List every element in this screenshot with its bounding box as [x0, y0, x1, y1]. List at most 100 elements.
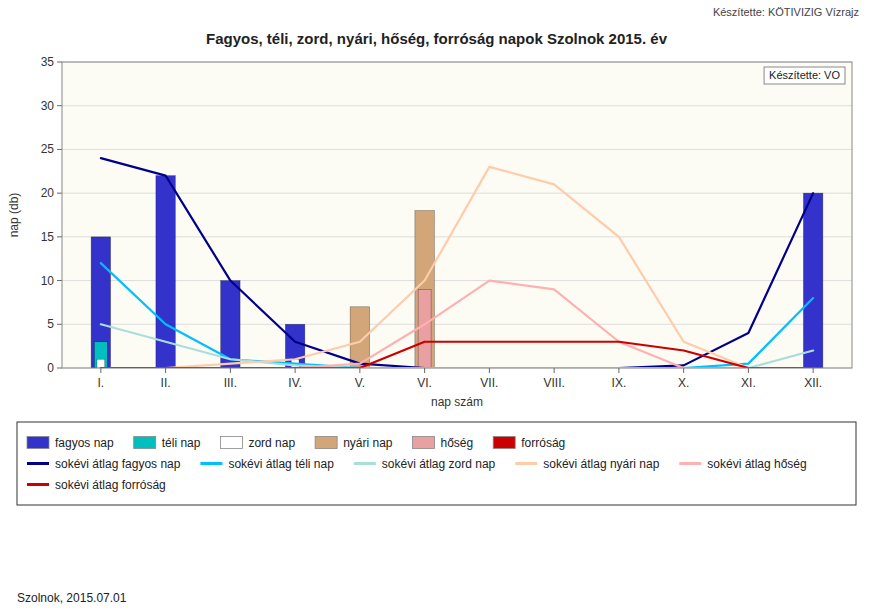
- legend-entry: sokévi átlag téli nap: [200, 457, 334, 471]
- x-tick: [100, 368, 101, 373]
- legend-label: forróság: [521, 436, 565, 450]
- y-tick: [57, 368, 62, 369]
- y-tick-label: 0: [47, 361, 54, 375]
- y-tick-label: 20: [41, 186, 55, 200]
- legend-label: hőség: [441, 436, 474, 450]
- x-tick: [295, 368, 296, 373]
- legend-label: fagyos nap: [55, 436, 114, 450]
- legend-swatch: [413, 437, 435, 449]
- y-tick-label: 25: [41, 142, 55, 156]
- legend-swatch: [315, 437, 337, 449]
- legend-entry: téli nap: [134, 436, 201, 450]
- y-tick-label: 35: [41, 55, 55, 69]
- x-tick-label: I.: [98, 376, 105, 390]
- legend-entry: sokévi átlag hőség: [679, 457, 806, 471]
- bar: [97, 359, 105, 368]
- legend-swatch: [134, 437, 156, 449]
- line: [101, 158, 813, 368]
- x-tick: [554, 368, 555, 373]
- legend-entry: sokévi átlag fagyos nap: [27, 457, 181, 471]
- legend-entry: sokévi átlag nyári nap: [515, 457, 659, 471]
- y-axis-label: nap (db): [7, 193, 21, 238]
- bar: [418, 289, 431, 368]
- line: [101, 263, 813, 368]
- legend: fagyos nap téli nap zord nap nyári nap hőség…: [17, 422, 856, 505]
- line: [101, 167, 813, 368]
- legend-entry: forróság: [493, 436, 565, 450]
- bar: [285, 324, 304, 368]
- bar: [91, 237, 110, 368]
- legend-label: téli nap: [162, 436, 201, 450]
- inner-label-box: [764, 67, 845, 84]
- legend-entry: zord nap: [220, 436, 295, 450]
- legend-swatch: [493, 437, 515, 449]
- legend-label: zord nap: [248, 436, 295, 450]
- plot-frame: [62, 62, 852, 368]
- inner-label-text: Készítette: VO: [769, 69, 840, 81]
- y-tick: [57, 236, 62, 237]
- x-tick-label: X.: [678, 376, 689, 390]
- legend-swatch: [679, 462, 701, 465]
- x-tick-label: V.: [355, 376, 365, 390]
- bar: [94, 342, 107, 368]
- y-tick: [57, 324, 62, 325]
- line: [101, 281, 813, 368]
- x-tick-label: III.: [224, 376, 237, 390]
- legend-swatch: [27, 483, 49, 486]
- legend-swatch: [220, 437, 242, 449]
- x-tick-label: VIII.: [543, 376, 564, 390]
- x-tick: [359, 368, 360, 373]
- y-tick-label: 30: [41, 99, 55, 113]
- y-tick: [57, 149, 62, 150]
- legend-swatch: [27, 437, 49, 449]
- title: Fagyos, téli, zord, nyári, hőség, forrós…: [206, 30, 668, 47]
- bar: [803, 193, 822, 368]
- x-tick-label: VII.: [480, 376, 498, 390]
- y-tick-label: 15: [41, 230, 55, 244]
- grid: [62, 62, 852, 368]
- y-tick-label: 5: [47, 317, 54, 331]
- legend-swatch: [200, 462, 222, 465]
- legend-label: sokévi átlag fagyos nap: [55, 457, 181, 471]
- y-grid-line: [62, 280, 852, 281]
- x-tick-label: II.: [161, 376, 171, 390]
- y-grid-line: [62, 105, 852, 106]
- x-tick: [748, 368, 749, 373]
- line: [101, 324, 813, 368]
- x-tick: [489, 368, 490, 373]
- x-axis-label: nap szám: [431, 395, 483, 409]
- y-tick: [57, 193, 62, 194]
- y-tick-label: 10: [41, 274, 55, 288]
- x-tick-label: IX.: [612, 376, 627, 390]
- x-tick-label: XI.: [741, 376, 756, 390]
- legend-entry: fagyos nap: [27, 436, 114, 450]
- x-tick: [813, 368, 814, 373]
- x-tick-label: XII.: [804, 376, 822, 390]
- chart: Fagyos, téli, zord, nyári, hőség, forrós…: [0, 0, 873, 610]
- legend-frame: [17, 422, 856, 505]
- x-tick-label: VI.: [417, 376, 432, 390]
- y-tick: [57, 280, 62, 281]
- legend-entry: hőség: [413, 436, 474, 450]
- line: [101, 342, 813, 368]
- y-tick: [57, 62, 62, 63]
- legend-label: sokévi átlag zord nap: [382, 457, 496, 471]
- legend-label: sokévi átlag forróság: [55, 478, 166, 492]
- x-tick: [230, 368, 231, 373]
- legend-label: sokévi átlag téli nap: [228, 457, 334, 471]
- y-grid-line: [62, 149, 852, 150]
- subtitle: Készítette: KÖTIVIZIG Vízrajz: [713, 6, 859, 18]
- inner-label: Készítette: VO: [764, 67, 845, 84]
- y-grid-line: [62, 193, 852, 194]
- legend-entry: nyári nap: [315, 436, 393, 450]
- y-tick: [57, 105, 62, 106]
- y-grid-line: [62, 324, 852, 325]
- plot-background: [62, 62, 852, 368]
- legend-entry: sokévi átlag forróság: [27, 478, 166, 492]
- x-tick: [618, 368, 619, 373]
- x-tick: [683, 368, 684, 373]
- x-tick-label: IV.: [288, 376, 302, 390]
- legend-label: sokévi átlag hőség: [707, 457, 806, 471]
- legend-swatch: [354, 462, 376, 465]
- y-grid-line: [62, 236, 852, 237]
